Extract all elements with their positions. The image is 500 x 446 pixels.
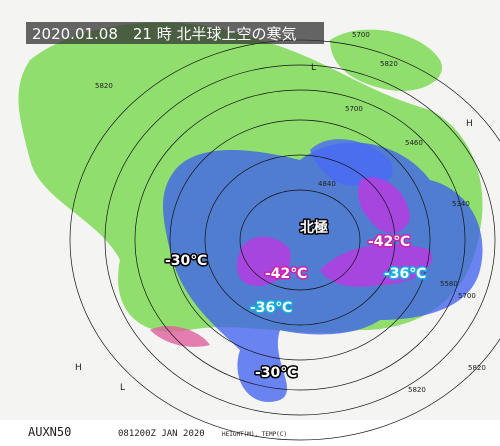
temp-label: -36℃ [250, 300, 292, 316]
contour-label: 5820 [468, 364, 486, 372]
contour-label: 5820 [380, 60, 398, 68]
contour-labels: 5700 5820 5820 5700 5460 4840 5340 5580 … [95, 31, 486, 394]
contour-label: 5820 [95, 82, 113, 90]
contour-label: 5700 [458, 292, 476, 300]
map-shading [18, 22, 483, 402]
contour-label: 5340 [452, 200, 470, 208]
contour-label: 5460 [405, 139, 423, 147]
contour-label: 4840 [318, 180, 336, 188]
pole-label: 北極 [300, 219, 328, 236]
contour-label: 5700 [345, 105, 363, 113]
pressure-marks: L H H L [75, 63, 473, 393]
temp-label: -30℃ [165, 253, 207, 269]
pressure-mark: H [75, 363, 82, 373]
contours [69, 39, 500, 441]
pressure-mark: L [311, 63, 316, 73]
temp-label: -36℃ [384, 266, 426, 282]
contour-label: 5700 [352, 31, 370, 39]
temp-label: -30℃ [255, 365, 297, 381]
footer-time: 081200Z JAN 2020 [118, 429, 205, 439]
title: 2020.01.08 21 時 北半球上空の寒気 [32, 25, 297, 43]
temp-label: -42℃ [368, 234, 410, 250]
title-box [26, 22, 324, 44]
temp-label: -42℃ [265, 266, 307, 282]
pressure-mark: L [120, 383, 125, 393]
pressure-mark: H [466, 119, 473, 129]
footer-units: HEIGHT(M), TEMP(C) [222, 431, 287, 438]
contour-label: 5820 [408, 386, 426, 394]
contour-label: 5580 [440, 280, 458, 288]
footer-code: AUXN50 [28, 425, 71, 439]
